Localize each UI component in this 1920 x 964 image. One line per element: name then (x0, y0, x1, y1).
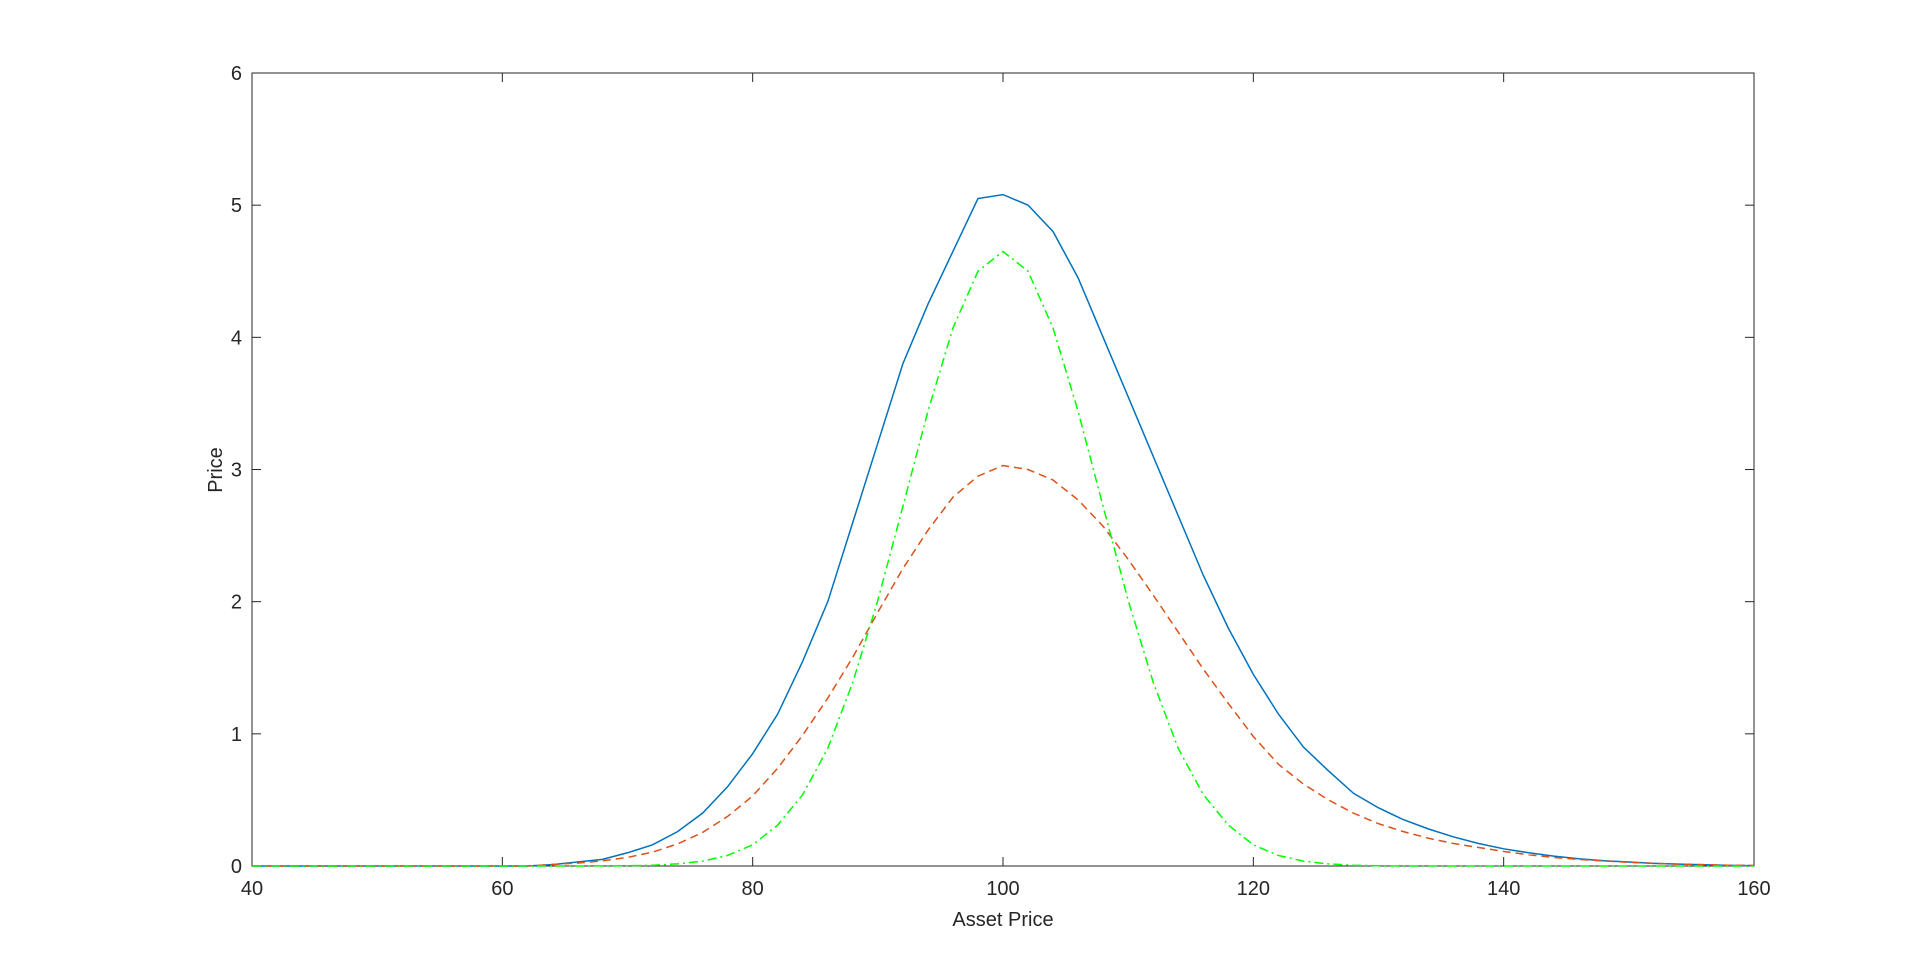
y-tick-label: 0 (231, 856, 242, 878)
x-axis-label: Asset Price (952, 909, 1053, 931)
series-line (252, 250, 1754, 867)
y-axis-label: Price (205, 447, 227, 493)
y-tick-label: 6 (231, 63, 242, 85)
y-tick-label: 2 (231, 592, 242, 614)
y-tick-label: 1 (231, 724, 242, 746)
series-line (252, 464, 1755, 867)
x-tick-label: 160 (1737, 878, 1770, 900)
x-tick-label: 80 (742, 878, 764, 900)
series-line (252, 193, 1755, 867)
x-tick-label: 40 (241, 878, 263, 900)
x-tick-label: 100 (986, 878, 1019, 900)
x-tick-label: 120 (1237, 878, 1270, 900)
x-tick-label: 60 (491, 878, 513, 900)
y-tick-label: 3 (231, 460, 242, 482)
plot-box (251, 72, 1755, 867)
x-tick-label: 140 (1487, 878, 1520, 900)
y-tick-label: 5 (231, 195, 242, 217)
y-tick-label: 4 (231, 327, 242, 349)
